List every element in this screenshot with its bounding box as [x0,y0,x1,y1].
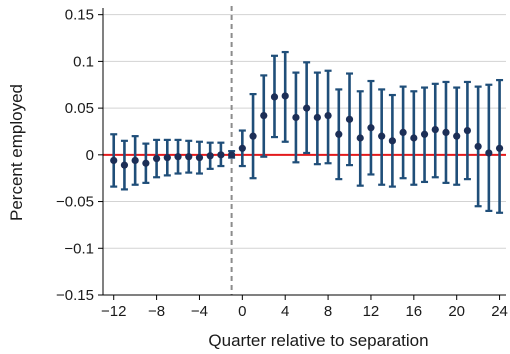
point-estimate [345,115,354,123]
y-tick-label: −0.1 [64,240,94,257]
point-estimate [195,154,204,162]
y-tick-label: 0.15 [65,7,94,24]
point-estimate [260,111,268,120]
x-tick-label: −4 [191,303,208,320]
error-bar [485,83,493,213]
x-ticks: −12 −8 −4 0 4 8 12 16 20 24 [101,295,508,320]
x-axis-title: Quarter relative to separation [208,331,428,350]
point-estimate [356,134,364,142]
point-estimate [388,137,396,145]
point-estimate [281,92,289,100]
point-estimate [174,153,182,161]
x-tick-label: −8 [148,303,165,320]
y-axis-title: Percent employed [7,84,26,221]
point-estimates [110,92,504,169]
point-estimate [270,93,279,101]
point-estimate [120,161,129,169]
x-tick-label: 20 [448,303,465,320]
point-estimate [453,132,461,140]
point-estimate [238,144,246,152]
point-estimate [303,104,311,112]
point-estimate [410,134,418,142]
y-tick-label: 0 [86,147,94,164]
point-estimate [463,126,472,135]
point-estimate [110,156,118,165]
point-estimate [228,151,236,159]
x-tick-label: 8 [324,303,332,320]
y-tick-label: 0.1 [73,53,94,70]
y-ticks: −0.15 −0.1 −0.05 0 0.05 0.1 0.15 [56,7,103,304]
point-estimate [399,128,407,137]
point-estimate [420,130,429,138]
y-tick-label: −0.05 [56,194,94,211]
point-estimate [206,152,214,160]
point-estimate [249,132,257,140]
point-estimate [292,113,300,122]
point-estimate [313,113,321,122]
x-tick-label: 24 [491,303,508,320]
axes [102,8,506,296]
point-estimate [163,154,171,162]
point-estimate [185,153,193,161]
point-estimate [324,111,332,120]
y-tick-label: −0.15 [56,287,94,304]
point-estimate [431,126,439,134]
point-estimate [485,149,493,157]
point-estimate [442,128,450,137]
x-tick-label: 4 [281,303,289,320]
point-estimate [367,124,375,132]
point-estimate [335,130,343,138]
point-estimate [217,151,225,159]
x-tick-label: 0 [238,303,246,320]
point-estimate [131,156,139,165]
y-tick-label: 0.05 [65,100,94,117]
point-estimate [378,132,386,140]
point-estimate [142,159,150,167]
point-estimate [495,144,504,152]
x-tick-label: 16 [405,303,422,320]
point-estimate [152,154,161,163]
x-tick-label: −12 [101,303,126,320]
point-estimate [474,142,482,151]
x-tick-label: 12 [363,303,380,320]
